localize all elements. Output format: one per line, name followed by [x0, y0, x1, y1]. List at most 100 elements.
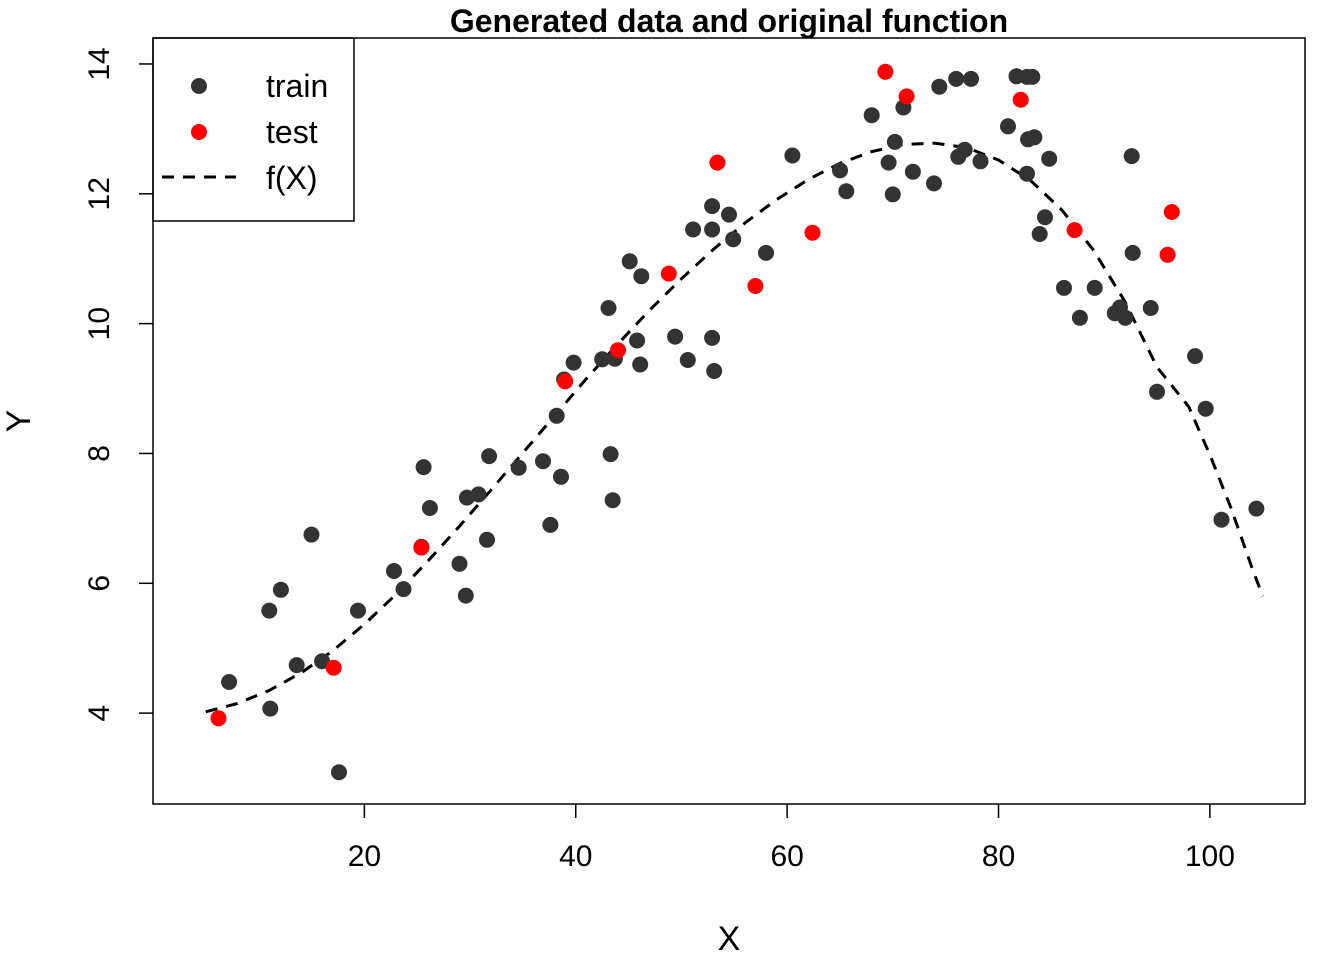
train-point — [1000, 118, 1016, 135]
plot-frame — [152, 37, 1306, 805]
train-point — [421, 500, 438, 516]
test-point — [413, 539, 430, 556]
train-point — [479, 531, 495, 548]
train-point — [1123, 148, 1140, 165]
y-axis: 4 6 8 10 12 14 — [83, 47, 153, 721]
y-tick-label: 8 — [83, 445, 116, 462]
train-point — [685, 221, 702, 238]
test-point — [898, 88, 915, 105]
train-point — [704, 329, 721, 346]
train-point — [1031, 226, 1048, 242]
train-point — [261, 602, 278, 619]
test-point — [1066, 222, 1083, 239]
train-point — [838, 183, 855, 200]
train-point — [948, 70, 965, 87]
function-curve — [205, 141, 1265, 714]
train-point — [1026, 129, 1043, 146]
train-point — [1019, 165, 1035, 182]
train-point — [1248, 500, 1265, 517]
train-point — [904, 163, 921, 180]
x-axis: 20 40 60 80 100 — [348, 804, 1235, 873]
legend-box — [152, 37, 355, 222]
legend-label-train: train — [266, 68, 328, 104]
x-tick-label: 60 — [770, 840, 803, 873]
test-point — [877, 63, 894, 80]
test-point — [610, 342, 626, 359]
train-point — [510, 459, 527, 476]
train-point — [457, 587, 474, 604]
train-point — [542, 516, 559, 533]
train-point — [721, 206, 737, 223]
train-point — [288, 657, 305, 674]
test-point — [709, 154, 726, 171]
train-point — [1187, 348, 1204, 365]
train-point — [886, 133, 903, 150]
fx-curve-line — [205, 141, 1265, 714]
train-point — [1037, 209, 1053, 226]
y-tick-label: 6 — [83, 575, 116, 592]
train-point — [784, 147, 801, 164]
x-tick-label: 80 — [982, 840, 1015, 873]
train-point — [331, 764, 347, 781]
y-tick-label: 4 — [83, 705, 116, 722]
test-point — [1159, 246, 1176, 263]
train-point — [395, 581, 412, 598]
legend-marker-test — [191, 124, 207, 140]
legend-marker-train — [191, 78, 207, 94]
train-point — [667, 328, 684, 345]
train-point — [1024, 68, 1041, 85]
train-point — [548, 407, 565, 424]
train-point — [880, 154, 897, 171]
test-point — [210, 710, 227, 727]
train-point — [884, 186, 901, 203]
train-point — [314, 653, 331, 670]
train-point — [725, 231, 742, 248]
train-point — [1071, 309, 1088, 326]
train-point — [758, 244, 774, 261]
train-point — [956, 141, 973, 158]
test-point — [747, 278, 764, 294]
train-point — [415, 459, 432, 476]
train-point — [1086, 279, 1103, 296]
x-tick-label: 100 — [1185, 840, 1235, 873]
test-point — [1163, 204, 1180, 220]
chart-title: Generated data and original function — [450, 3, 1008, 39]
data-points — [210, 63, 1265, 781]
train-point — [594, 351, 611, 368]
train-point — [926, 175, 942, 192]
train-point — [863, 107, 880, 124]
train-point — [553, 468, 569, 485]
train-point — [350, 602, 366, 619]
train-point — [1142, 300, 1159, 316]
train-point — [832, 162, 848, 179]
train-point — [1197, 400, 1214, 417]
train-point — [1213, 511, 1230, 528]
train-point — [679, 352, 696, 368]
train-point — [451, 555, 468, 572]
train-point — [963, 70, 979, 87]
train-point — [470, 486, 487, 503]
train-point — [931, 78, 948, 95]
legend: train test f(X) — [152, 37, 355, 222]
train-point — [604, 492, 621, 509]
train-point — [600, 300, 617, 316]
x-tick-label: 40 — [559, 840, 592, 873]
train-point — [565, 354, 582, 371]
test-point — [804, 224, 821, 241]
test-point — [325, 659, 342, 676]
train-point — [272, 581, 289, 598]
test-point — [1012, 91, 1029, 108]
train-point — [972, 153, 989, 170]
y-tick-label: 14 — [83, 47, 116, 80]
train-point — [1056, 279, 1072, 296]
train-point — [386, 563, 402, 579]
train-point — [1149, 383, 1165, 400]
train-point — [706, 363, 723, 379]
test-point — [557, 373, 574, 390]
train-point — [629, 332, 646, 349]
train-point — [602, 446, 619, 463]
train-point — [633, 268, 650, 285]
train-point — [704, 198, 721, 215]
train-point — [535, 453, 551, 470]
